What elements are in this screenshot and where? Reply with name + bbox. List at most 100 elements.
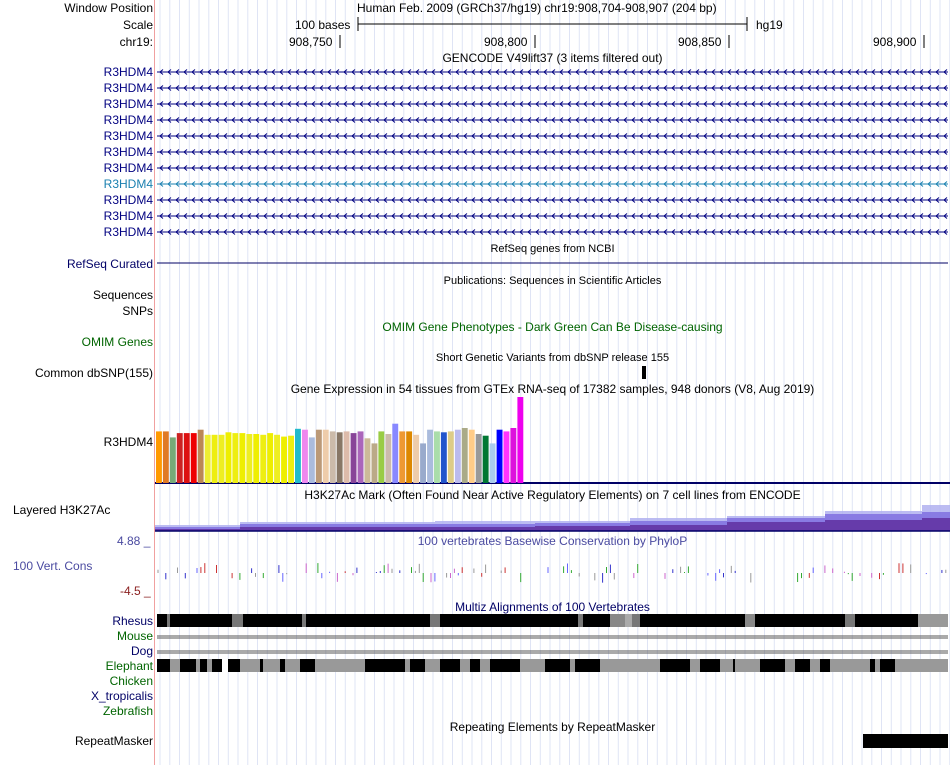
- alignment-block: [520, 659, 545, 672]
- gencode-item-label[interactable]: R3HDM4: [103, 145, 153, 159]
- gtex-bar: [392, 423, 399, 483]
- gtex-bar: [440, 432, 447, 483]
- gtex-bar: [197, 429, 204, 483]
- snp-variant: [642, 366, 646, 379]
- alignment-block: [795, 659, 810, 672]
- gtex-bar: [385, 434, 392, 483]
- gtex-bar: [288, 435, 294, 483]
- alignment-block: [470, 659, 480, 672]
- alignment-block: [440, 659, 460, 672]
- phylop-track-title: 100 vertebrates Basewise Conservation by…: [417, 534, 688, 548]
- gencode-item-label[interactable]: R3HDM4: [103, 113, 153, 127]
- alignment-block: [263, 659, 280, 672]
- window-position-label: Window Position: [64, 1, 153, 15]
- multiz-species-label[interactable]: Rhesus: [112, 614, 153, 628]
- gtex-bar: [343, 431, 350, 483]
- repeatmasker-track-title: Repeating Elements by RepeatMasker: [449, 720, 656, 734]
- alignment-block: [207, 659, 212, 672]
- gencode-track-title: GENCODE V49lift37 (3 items filtered out): [442, 51, 663, 65]
- alignment-block: [785, 659, 795, 672]
- alignment-block: [583, 614, 610, 627]
- gencode-item-label[interactable]: R3HDM4: [103, 225, 153, 239]
- phylop-min-label: -4.5 _: [120, 584, 151, 598]
- alignment-block: [340, 659, 365, 672]
- gencode-item-label[interactable]: R3HDM4: [103, 97, 153, 111]
- strand-arrows: [159, 117, 948, 123]
- alignment-block: [700, 659, 720, 672]
- phylop-max-label: 4.88 _: [117, 534, 151, 548]
- alignment-block: [640, 614, 745, 627]
- alignment-block: [610, 659, 660, 672]
- h3k27ac-track-title: H3K27Ac Mark (Often Found Near Active Re…: [304, 488, 801, 502]
- gencode-item-label[interactable]: R3HDM4: [103, 209, 153, 223]
- phylop-track-label[interactable]: 100 Vert. Cons: [13, 559, 93, 573]
- gtex-bar: [211, 434, 218, 483]
- gtex-bar: [350, 433, 357, 483]
- strand-arrows: [159, 165, 948, 171]
- alignment-block: [870, 659, 875, 672]
- pubs-snps-label[interactable]: SNPs: [122, 304, 153, 318]
- gtex-bar: [183, 433, 190, 483]
- alignment-block: [660, 659, 690, 672]
- refseq-track-label[interactable]: RefSeq Curated: [66, 257, 153, 271]
- gtex-bar: [496, 429, 503, 483]
- alignment-block: [855, 614, 918, 627]
- gtex-bar: [378, 431, 385, 483]
- multiz-species-label[interactable]: Chicken: [109, 674, 153, 688]
- gtex-bar: [357, 431, 364, 483]
- gtex-bar: [274, 434, 280, 483]
- pubs-track-title: Publications: Sequences in Scientific Ar…: [443, 275, 662, 287]
- gtex-bar: [169, 437, 176, 483]
- gtex-bar: [475, 434, 482, 483]
- gtex-track-title: Gene Expression in 54 tissues from GTEx …: [290, 382, 815, 396]
- gtex-bar: [434, 431, 440, 483]
- alignment-block: [575, 659, 600, 672]
- multiz-species-label[interactable]: Elephant: [105, 659, 153, 673]
- alignment-block: [570, 659, 575, 672]
- omim-track-label[interactable]: OMIM Genes: [81, 335, 153, 349]
- gtex-track-label[interactable]: R3HDM4: [103, 435, 153, 449]
- gtex-bar: [503, 431, 510, 483]
- repeatmasker-track-label[interactable]: RepeatMasker: [74, 734, 153, 748]
- multiz-species-label[interactable]: X_tropicalis: [90, 689, 153, 703]
- alignment-block: [820, 659, 830, 672]
- gtex-bar: [267, 433, 274, 483]
- assembly-position-text: Human Feb. 2009 (GRCh37/hg19) chr19:908,…: [357, 1, 717, 15]
- gencode-item-label[interactable]: R3HDM4: [103, 81, 153, 95]
- strand-arrows: [159, 133, 948, 139]
- gtex-bar: [295, 428, 301, 483]
- gencode-item-label[interactable]: R3HDM4: [103, 177, 153, 191]
- alignment-block: [222, 659, 228, 672]
- alignment-block: [232, 614, 243, 627]
- alignment-block: [425, 659, 440, 672]
- multiz-species-label[interactable]: Zebrafish: [102, 704, 153, 718]
- db-label: hg19: [756, 18, 783, 32]
- alignment-block: [755, 614, 845, 627]
- multiz-species-label[interactable]: Dog: [130, 644, 153, 658]
- alignment-block: [460, 659, 470, 672]
- gencode-item-label[interactable]: R3HDM4: [103, 193, 153, 207]
- alignment-block: [760, 659, 785, 672]
- alignment-block: [578, 614, 583, 627]
- strand-arrows: [159, 101, 948, 107]
- gtex-bar: [246, 434, 253, 483]
- gtex-bar: [253, 434, 260, 483]
- dbsnp-track-label[interactable]: Common dbSNP(155): [34, 366, 153, 380]
- gtex-bar: [482, 435, 489, 483]
- alignment-block: [170, 659, 180, 672]
- alignment-block: [490, 659, 520, 672]
- h3k27ac-track-label[interactable]: Layered H3K27Ac: [13, 503, 111, 517]
- alignment-block: [196, 659, 200, 672]
- multiz-track-title: Multiz Alignments of 100 Vertebrates: [455, 600, 650, 614]
- gencode-item-label[interactable]: R3HDM4: [103, 65, 153, 79]
- gencode-item-label[interactable]: R3HDM4: [103, 129, 153, 143]
- gencode-item-label[interactable]: R3HDM4: [103, 161, 153, 175]
- gtex-bar: [427, 429, 433, 483]
- alignment-block: [167, 614, 170, 627]
- gtex-bar: [517, 397, 524, 483]
- pubs-sequences-label[interactable]: Sequences: [92, 288, 153, 302]
- alignment-block: [306, 614, 430, 627]
- multiz-species-label[interactable]: Mouse: [116, 629, 153, 643]
- alignment-block: [300, 659, 315, 672]
